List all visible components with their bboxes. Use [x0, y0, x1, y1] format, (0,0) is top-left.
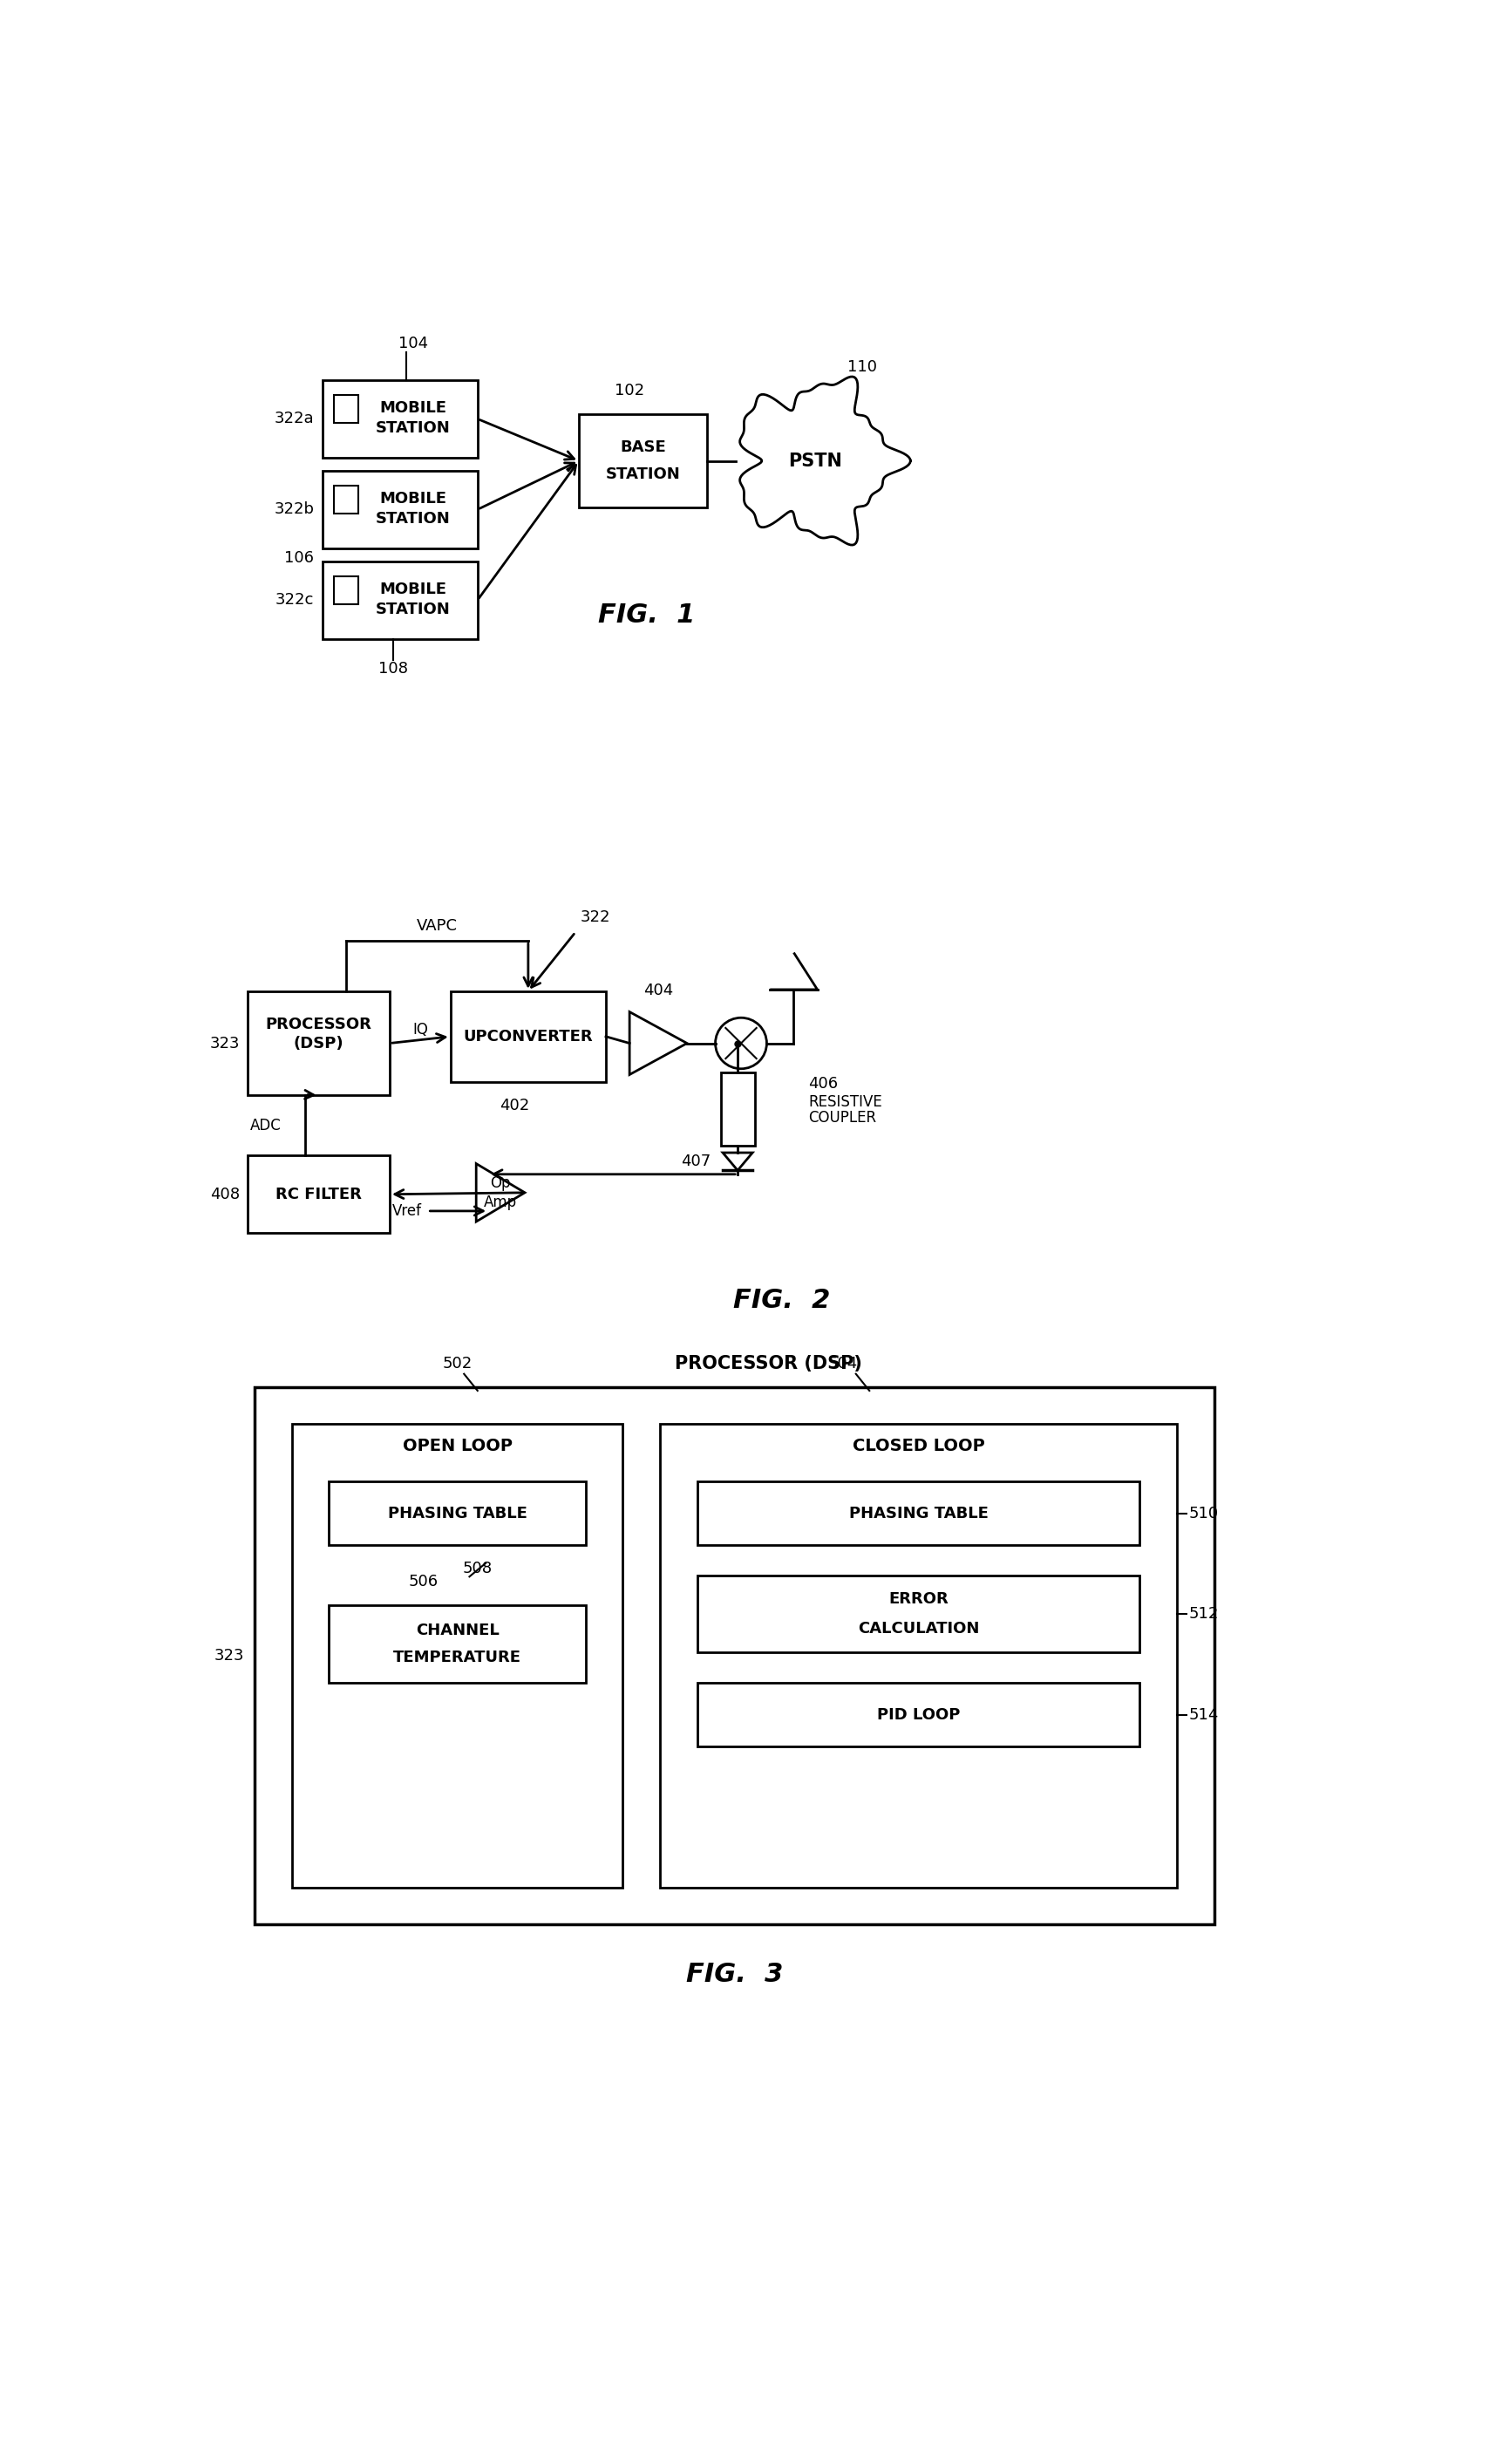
Text: Op: Op [491, 1175, 510, 1190]
Text: RC FILTER: RC FILTER [275, 1188, 362, 1202]
Text: 510: 510 [1189, 1506, 1219, 1520]
Text: 323: 323 [209, 1035, 239, 1052]
Text: COUPLER: COUPLER [809, 1109, 877, 1126]
Text: 502: 502 [443, 1355, 473, 1372]
Polygon shape [476, 1163, 525, 1222]
Text: 506: 506 [408, 1574, 438, 1589]
Bar [579, 414, 708, 508]
Text: 512: 512 [1189, 1607, 1219, 1621]
Text: 322b: 322b [274, 503, 314, 517]
Text: PSTN: PSTN [788, 451, 842, 471]
Text: 322: 322 [580, 909, 610, 924]
Text: MOBILE: MOBILE [380, 582, 447, 596]
Text: 322a: 322a [274, 411, 314, 426]
Text: PHASING TABLE: PHASING TABLE [848, 1506, 987, 1520]
Text: ADC: ADC [250, 1119, 281, 1133]
Bar [721, 1072, 754, 1146]
Text: 323: 323 [214, 1648, 244, 1663]
Bar [334, 485, 359, 515]
Text: MOBILE: MOBILE [380, 490, 447, 508]
Text: VAPC: VAPC [416, 919, 458, 934]
Text: ERROR: ERROR [889, 1592, 948, 1607]
Text: STATION: STATION [375, 421, 450, 436]
Text: 110: 110 [848, 360, 878, 375]
Text: 407: 407 [681, 1153, 711, 1170]
Bar [697, 1481, 1140, 1545]
Text: UPCONVERTER: UPCONVERTER [464, 1027, 592, 1045]
Bar [334, 394, 359, 424]
Text: PHASING TABLE: PHASING TABLE [387, 1506, 527, 1520]
Bar [329, 1607, 585, 1683]
Text: FIG.  3: FIG. 3 [685, 1961, 782, 1988]
Text: RESISTIVE: RESISTIVE [809, 1094, 883, 1111]
Bar [322, 562, 477, 638]
Polygon shape [630, 1013, 687, 1074]
Bar [254, 1387, 1213, 1924]
Text: (DSP): (DSP) [293, 1035, 344, 1052]
Text: CLOSED LOOP: CLOSED LOOP [853, 1437, 984, 1454]
Text: 514: 514 [1189, 1708, 1219, 1722]
Text: FIG.  2: FIG. 2 [733, 1286, 830, 1313]
Text: 408: 408 [209, 1188, 239, 1202]
Bar [660, 1424, 1177, 1887]
Circle shape [715, 1018, 767, 1069]
Text: 508: 508 [462, 1560, 492, 1577]
Text: CALCULATION: CALCULATION [857, 1621, 980, 1636]
Bar [697, 1683, 1140, 1747]
Text: CHANNEL: CHANNEL [416, 1624, 500, 1639]
Bar [322, 379, 477, 458]
Text: 102: 102 [615, 382, 645, 399]
Text: PROCESSOR: PROCESSOR [266, 1018, 373, 1032]
Bar [329, 1481, 585, 1545]
Text: FIG.  1: FIG. 1 [598, 604, 696, 628]
Text: BASE: BASE [619, 439, 666, 456]
Text: 104: 104 [398, 335, 428, 352]
Bar [248, 991, 389, 1096]
Bar [697, 1574, 1140, 1653]
Bar [248, 1156, 389, 1232]
Text: 402: 402 [500, 1096, 530, 1114]
Text: PROCESSOR (DSP): PROCESSOR (DSP) [675, 1355, 862, 1372]
Text: IQ: IQ [413, 1023, 428, 1037]
Polygon shape [723, 1153, 752, 1170]
Text: STATION: STATION [375, 601, 450, 618]
Text: 504: 504 [827, 1355, 857, 1372]
Text: STATION: STATION [375, 510, 450, 527]
Text: Vref: Vref [392, 1202, 422, 1220]
Bar [334, 577, 359, 604]
Text: MOBILE: MOBILE [380, 399, 447, 416]
Bar [322, 471, 477, 547]
Text: 322c: 322c [275, 591, 314, 609]
Bar [292, 1424, 622, 1887]
Text: TEMPERATURE: TEMPERATURE [393, 1651, 521, 1666]
Text: 108: 108 [378, 660, 408, 678]
Text: 406: 406 [809, 1077, 838, 1092]
Text: 404: 404 [643, 983, 673, 998]
Text: Amp: Amp [483, 1195, 518, 1210]
Text: OPEN LOOP: OPEN LOOP [402, 1437, 512, 1454]
Text: PID LOOP: PID LOOP [877, 1708, 960, 1722]
Bar [450, 991, 606, 1082]
Text: 106: 106 [284, 549, 314, 567]
Text: STATION: STATION [606, 466, 681, 483]
